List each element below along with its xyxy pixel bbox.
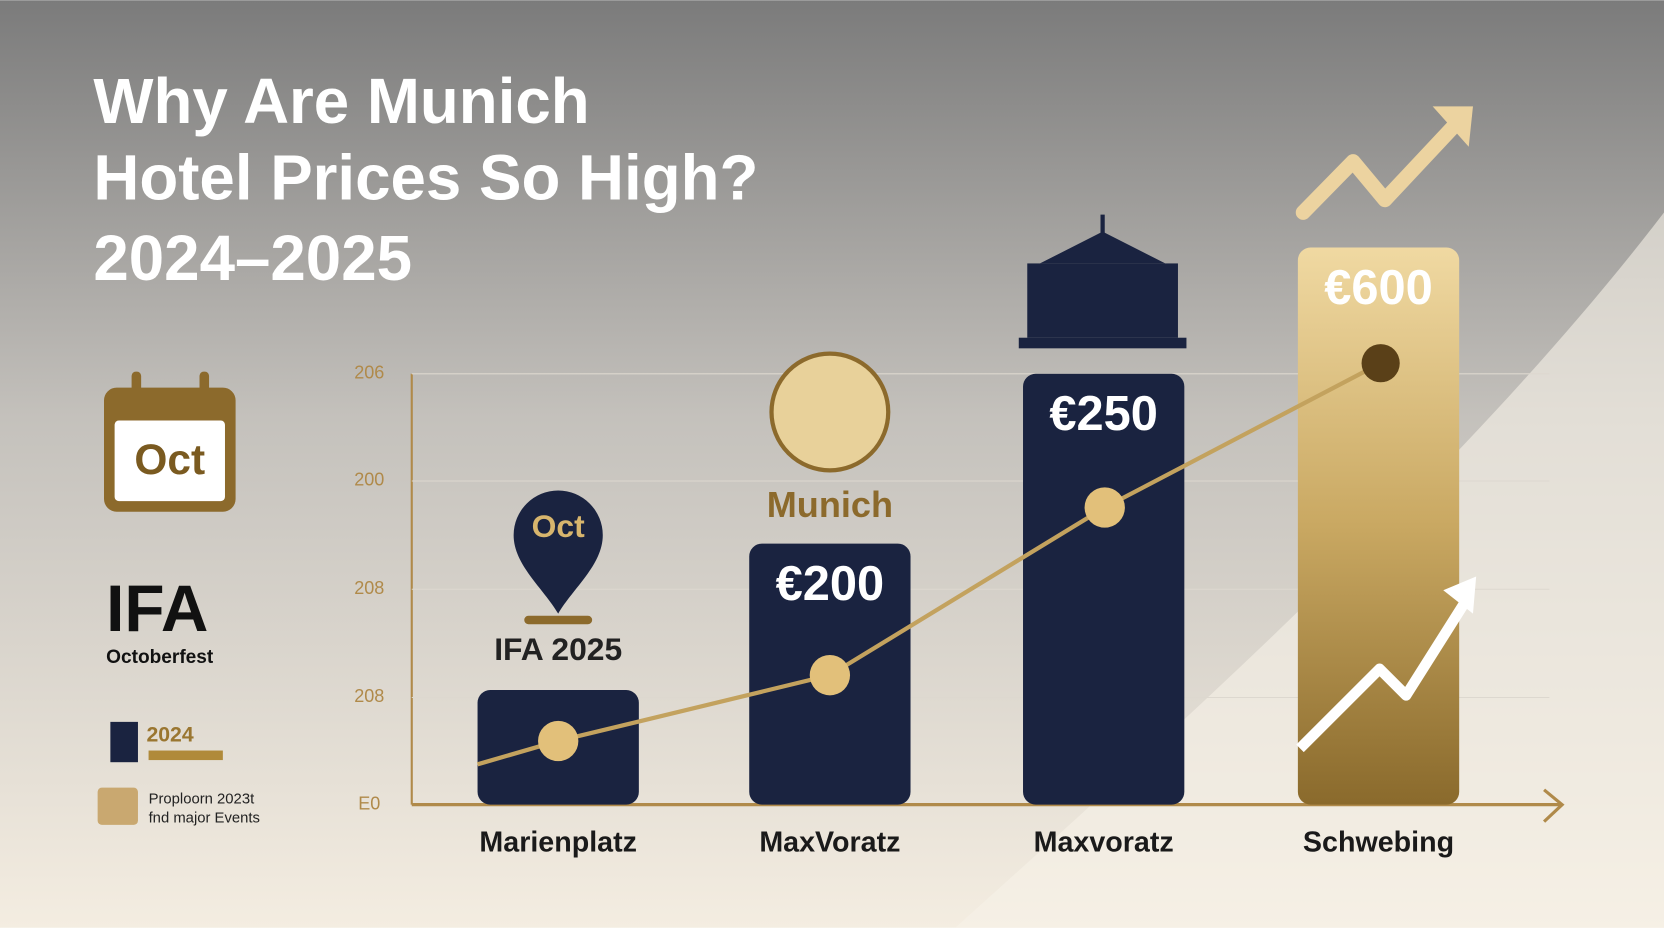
event-title: IFA <box>106 571 208 645</box>
y-tick-label: E0 <box>358 793 380 813</box>
legend-text: fnd major Events <box>149 810 260 826</box>
growth-arrowhead <box>1443 576 1477 614</box>
trend-point <box>1361 344 1400 383</box>
title-line: 2024–2025 <box>93 223 412 294</box>
legend-text: Proploorn 2023t <box>149 791 256 807</box>
trend-point <box>809 655 851 696</box>
annotations: Oct IFA 2025 Munich <box>494 106 1473 667</box>
hotel-icon <box>1018 214 1187 349</box>
fabric-decoration <box>955 212 1664 928</box>
legend-swatch <box>97 787 138 825</box>
category-label: Marienplatz <box>479 826 637 858</box>
globe-caption: Munich <box>767 484 893 525</box>
year-label: 2024 <box>146 723 193 746</box>
growth-arrow <box>1296 591 1475 753</box>
trend-arrow <box>1295 107 1472 220</box>
price-label: €600 <box>1324 261 1433 315</box>
category-label: MaxVoratz <box>759 826 900 858</box>
pin-label: Oct <box>532 508 585 544</box>
sidebar: Oct IFA Octoberfest 2024 Proploorn 2023t… <box>97 371 260 826</box>
price-label: €250 <box>1049 387 1158 441</box>
title: Why Are Munich Hotel Prices So High? 202… <box>93 66 758 294</box>
title-line: Hotel Prices So High? <box>93 143 758 214</box>
event-subtitle: Octoberfest <box>106 647 214 668</box>
title-line: Why Are Munich <box>93 66 589 137</box>
y-tick-label: 208 <box>354 686 384 706</box>
pin-caption: IFA 2025 <box>494 631 622 667</box>
calendar-label: Oct <box>134 436 205 483</box>
y-tick-label: 200 <box>354 470 384 490</box>
calendar-ring <box>199 371 210 402</box>
trend-point <box>1084 487 1125 528</box>
pin-base <box>524 615 593 625</box>
category-label: Maxvoratz <box>1034 826 1174 858</box>
calendar-page <box>114 420 225 502</box>
axis-arrow <box>1542 788 1565 823</box>
y-tick-label: 208 <box>354 578 384 598</box>
price-label: €200 <box>776 557 885 611</box>
bars: Marienplatz MaxVoratz €200 Maxvoratz €250 Sch… <box>476 247 1477 858</box>
trend-point <box>538 720 579 762</box>
y-tick-label: 206 <box>354 363 384 383</box>
trend-arrowhead <box>1432 106 1473 147</box>
globe-icon <box>769 351 891 473</box>
bar <box>1023 373 1185 805</box>
year-bar <box>148 750 223 761</box>
category-label: Schwebing <box>1303 826 1454 858</box>
building-icon <box>110 721 138 763</box>
pin-icon <box>513 490 603 614</box>
calendar-ring <box>131 371 142 402</box>
